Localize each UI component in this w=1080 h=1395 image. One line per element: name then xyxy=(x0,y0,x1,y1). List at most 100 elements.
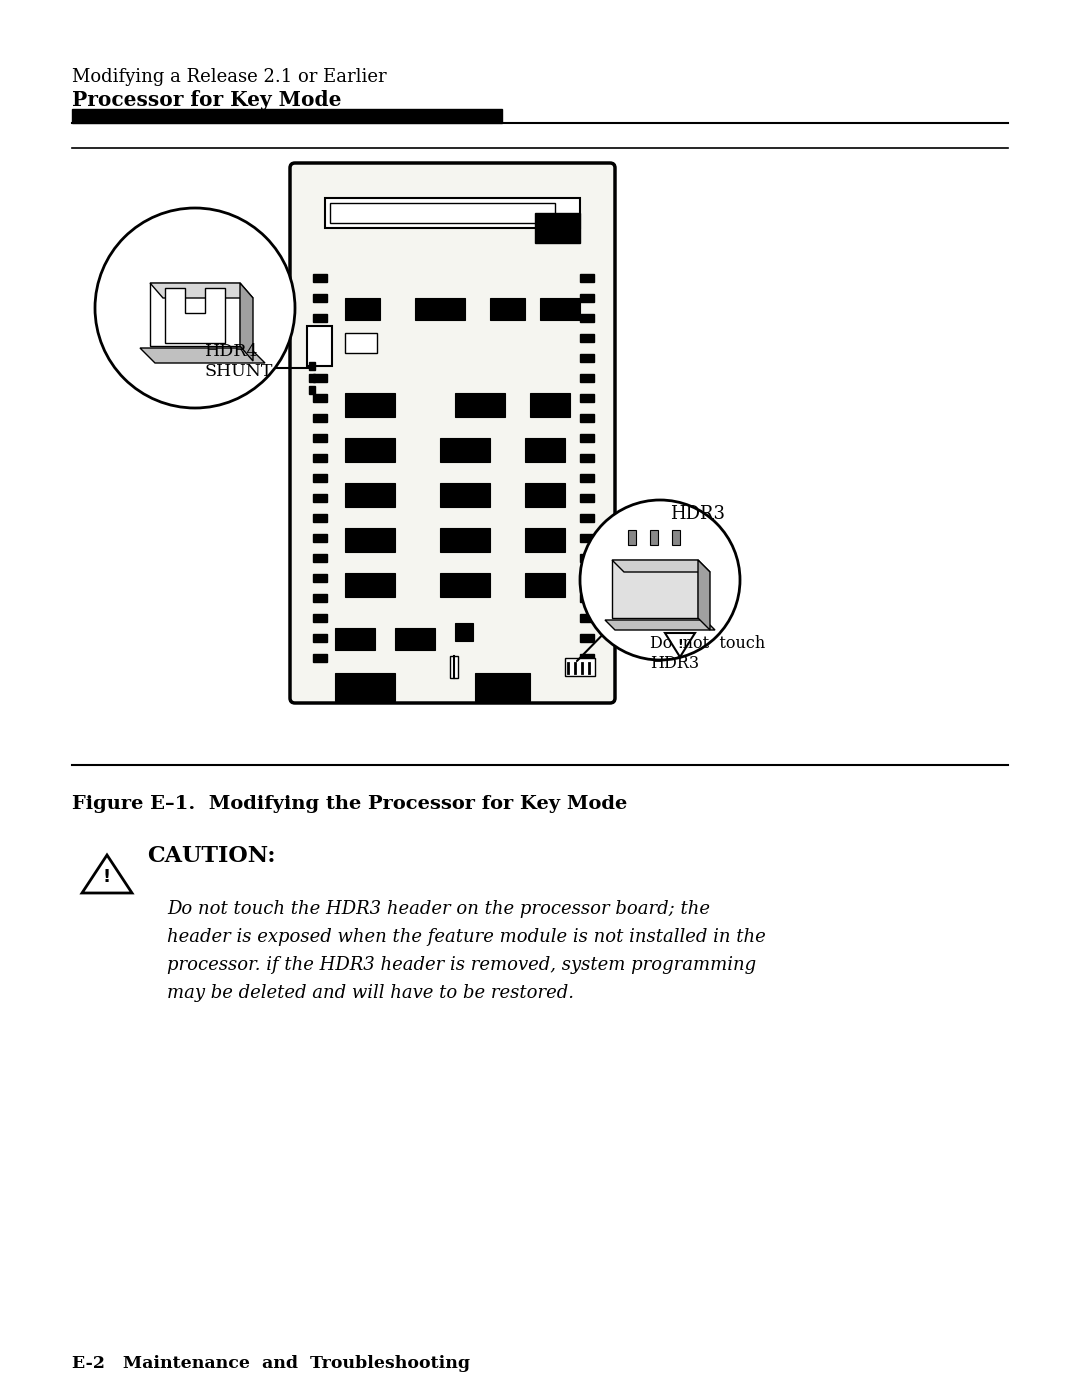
Text: Figure E–1.  Modifying the Processor for Key Mode: Figure E–1. Modifying the Processor for … xyxy=(72,795,627,813)
Bar xyxy=(313,354,327,361)
Bar xyxy=(580,273,594,282)
Polygon shape xyxy=(605,619,715,631)
Bar xyxy=(345,527,395,552)
Bar xyxy=(440,438,490,462)
Bar xyxy=(345,393,395,417)
Bar xyxy=(313,614,327,622)
Text: Do  not  touch
HDR3: Do not touch HDR3 xyxy=(650,635,766,671)
Bar xyxy=(450,656,458,678)
Polygon shape xyxy=(240,283,253,361)
Bar xyxy=(313,393,327,402)
Bar xyxy=(395,628,435,650)
Bar xyxy=(345,438,395,462)
Bar xyxy=(335,628,375,650)
FancyBboxPatch shape xyxy=(291,163,615,703)
Bar xyxy=(309,386,315,393)
Bar xyxy=(313,573,327,582)
Text: may be deleted and will have to be restored.: may be deleted and will have to be resto… xyxy=(167,983,573,1002)
Bar xyxy=(313,474,327,483)
Bar xyxy=(440,573,490,597)
Bar xyxy=(580,534,594,543)
Bar xyxy=(580,633,594,642)
Text: HDR4
SHUNT: HDR4 SHUNT xyxy=(205,343,273,379)
Bar xyxy=(345,483,395,506)
Text: processor. if the HDR3 header is removed, system programming: processor. if the HDR3 header is removed… xyxy=(167,956,756,974)
Bar xyxy=(525,527,565,552)
Circle shape xyxy=(580,499,740,660)
Bar xyxy=(313,374,327,382)
Polygon shape xyxy=(140,347,265,363)
Bar xyxy=(309,374,315,382)
Polygon shape xyxy=(665,633,696,657)
Bar xyxy=(565,658,595,677)
Text: E-2   Maintenance  and  Troubleshooting: E-2 Maintenance and Troubleshooting xyxy=(72,1355,470,1373)
Bar xyxy=(455,393,505,417)
Bar xyxy=(627,530,636,545)
Bar xyxy=(580,554,594,562)
Bar xyxy=(580,573,594,582)
Bar xyxy=(313,633,327,642)
Bar xyxy=(535,213,580,243)
Bar xyxy=(580,513,594,522)
Circle shape xyxy=(95,208,295,407)
Bar xyxy=(580,614,594,622)
Text: !: ! xyxy=(103,868,111,886)
Bar xyxy=(313,554,327,562)
Bar xyxy=(313,434,327,442)
Bar xyxy=(345,299,380,319)
Bar xyxy=(580,434,594,442)
Bar xyxy=(313,594,327,603)
Bar xyxy=(313,654,327,663)
Bar xyxy=(580,333,594,342)
Text: !: ! xyxy=(677,639,683,651)
Bar xyxy=(440,527,490,552)
Bar xyxy=(313,333,327,342)
Text: Modifying a Release 2.1 or Earlier: Modifying a Release 2.1 or Earlier xyxy=(72,68,387,86)
Bar xyxy=(345,573,395,597)
Bar xyxy=(580,354,594,361)
Bar xyxy=(580,393,594,402)
Bar xyxy=(580,374,594,382)
Text: HDR3: HDR3 xyxy=(670,505,725,523)
Polygon shape xyxy=(612,559,710,572)
Bar xyxy=(440,483,490,506)
Bar xyxy=(580,594,594,603)
Bar xyxy=(313,513,327,522)
Bar xyxy=(345,333,377,353)
Text: header is exposed when the feature module is not installed in the: header is exposed when the feature modul… xyxy=(167,928,766,946)
Bar xyxy=(313,494,327,502)
Bar xyxy=(650,530,658,545)
Bar xyxy=(530,393,570,417)
Bar xyxy=(313,273,327,282)
Polygon shape xyxy=(698,559,710,631)
Bar xyxy=(580,453,594,462)
Polygon shape xyxy=(165,287,225,343)
Bar xyxy=(525,438,565,462)
Bar xyxy=(525,483,565,506)
Bar xyxy=(455,624,473,640)
Polygon shape xyxy=(150,283,253,299)
Bar xyxy=(309,361,315,370)
Polygon shape xyxy=(612,559,698,618)
Bar xyxy=(540,299,580,319)
Bar xyxy=(313,294,327,301)
Bar xyxy=(580,414,594,423)
Bar xyxy=(72,109,502,123)
Bar xyxy=(580,294,594,301)
Bar xyxy=(313,314,327,322)
Bar xyxy=(475,672,530,702)
Bar xyxy=(525,573,565,597)
Bar xyxy=(580,314,594,322)
Text: Processor for Key Mode: Processor for Key Mode xyxy=(72,91,341,110)
Bar xyxy=(580,494,594,502)
Bar xyxy=(313,534,327,543)
Polygon shape xyxy=(82,855,132,893)
Bar xyxy=(490,299,525,319)
Bar xyxy=(415,299,465,319)
Bar xyxy=(313,453,327,462)
Text: Do not touch the HDR3 header on the processor board; the: Do not touch the HDR3 header on the proc… xyxy=(167,900,710,918)
Bar xyxy=(307,326,332,365)
Bar xyxy=(335,672,395,702)
Bar xyxy=(330,204,555,223)
Bar xyxy=(580,474,594,483)
